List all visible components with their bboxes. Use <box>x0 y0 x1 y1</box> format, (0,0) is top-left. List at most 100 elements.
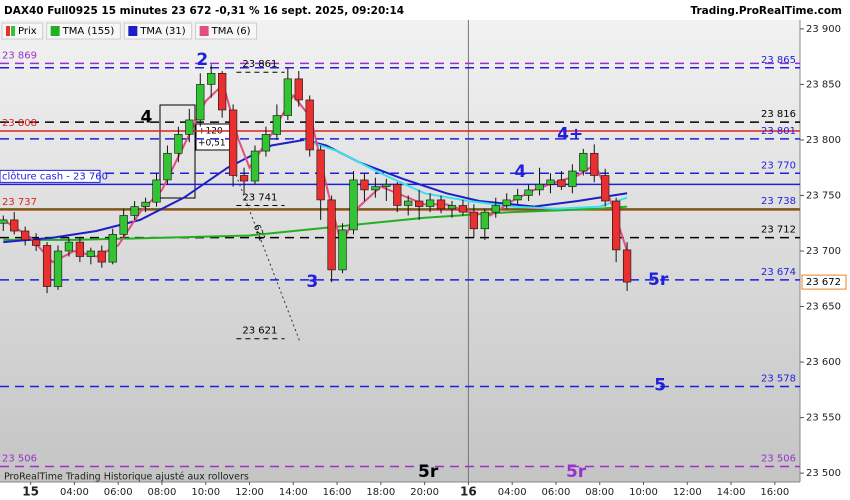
x-tick-label: 16:00 <box>760 487 789 498</box>
candle-body <box>316 149 325 201</box>
y-tick-label: 23 700 <box>806 246 841 257</box>
candle-body <box>218 73 227 111</box>
segment-label: 23 861 <box>242 59 277 70</box>
x-tick-label: 18:00 <box>366 487 395 498</box>
candle-body <box>349 179 358 231</box>
x-tick-label: 14:00 <box>717 487 746 498</box>
candle-body <box>480 211 489 230</box>
level-label-right: 23 712 <box>761 225 796 236</box>
level-label-right: 23 674 <box>761 267 796 278</box>
candle-body <box>436 199 446 210</box>
candle-body <box>294 78 303 101</box>
candle-body <box>239 175 249 182</box>
legend-swatch <box>128 26 138 36</box>
candle-body <box>64 241 74 252</box>
x-tick-label: 12:00 <box>673 487 702 498</box>
legend-label: Prix <box>18 26 37 37</box>
y-tick-label: 23 600 <box>806 357 841 368</box>
footer: ProRealTime Trading Historique ajusté au… <box>4 472 249 483</box>
header-bar <box>0 0 850 20</box>
x-tick-label: 15 <box>22 485 39 499</box>
wave-label: 5r <box>648 270 669 290</box>
level-label-box <box>0 169 101 183</box>
y-tick-label: 23 550 <box>806 413 841 424</box>
candle-body <box>261 134 271 152</box>
legend-label: TMA (155) <box>62 26 115 37</box>
level-label-right: 23 578 <box>761 373 796 384</box>
candle-body <box>579 152 588 172</box>
segment-label: 23 741 <box>242 192 277 203</box>
x-tick-label: 12:00 <box>235 487 264 498</box>
candle-body <box>272 115 282 135</box>
wave-label: 5r <box>418 462 439 482</box>
wave-label: 2 <box>196 50 208 70</box>
y-tick-label: 23 850 <box>806 79 841 90</box>
level-label-left: clôture cash - 23 760 <box>2 170 108 182</box>
candle-body <box>108 234 117 263</box>
y-tick-label: 23 650 <box>806 302 841 313</box>
candle-body <box>250 150 260 182</box>
site: Trading.ProRealTime.com <box>690 5 842 17</box>
wave-label: 3 <box>306 272 318 292</box>
y-tick-label: 23 500 <box>806 468 841 479</box>
candle-body <box>447 205 457 210</box>
candle-body <box>458 205 468 213</box>
legend: Prix TMA (155) TMA (31) TMA (6) <box>1 22 258 40</box>
candle-body <box>0 219 8 224</box>
y-tick-label: 23 800 <box>806 135 841 146</box>
candle-body <box>10 219 19 232</box>
candle-body <box>393 184 402 206</box>
candle-body <box>590 152 599 176</box>
legend-swatch <box>50 26 60 36</box>
candle-body <box>622 249 632 283</box>
candle-body <box>524 189 533 196</box>
candle-body <box>196 84 205 121</box>
candle-body <box>53 250 63 287</box>
legend-bg <box>195 22 258 40</box>
gain-percent: +0,51 % <box>198 139 237 149</box>
legend-label: TMA (31) <box>139 26 185 37</box>
x-tick-label: 08:00 <box>585 487 614 498</box>
x-tick-label: 06:00 <box>542 487 571 498</box>
candle-body <box>21 230 30 241</box>
x-tick-label: 10:00 <box>629 487 658 498</box>
x-tick-label: 08:00 <box>148 487 177 498</box>
candle-body <box>469 211 479 230</box>
candle-body <box>174 134 183 154</box>
last-price-box <box>801 274 847 290</box>
x-tick-label: 16 <box>460 485 477 499</box>
legend-bg <box>123 22 193 40</box>
wave-label: 4 <box>141 108 153 128</box>
x-tick-label: 10:00 <box>191 487 220 498</box>
candle-body <box>425 199 435 207</box>
candle-body <box>152 179 161 203</box>
plot-bg <box>0 20 800 482</box>
candle-body <box>207 73 216 85</box>
y-tick-label: 23 750 <box>806 190 841 201</box>
y-tick-label: 23 900 <box>806 24 841 35</box>
x-tick-label: 14:00 <box>279 487 308 498</box>
candle-body <box>502 199 511 206</box>
wave-label: 4+ <box>557 124 583 144</box>
legend-swatch <box>199 26 209 36</box>
candle-body <box>327 199 336 271</box>
level-label-right: 23 770 <box>761 160 796 171</box>
candle-body <box>97 250 106 263</box>
candle-body <box>305 99 314 151</box>
candle-body <box>130 206 139 216</box>
candle-body <box>382 184 391 187</box>
legend-swatch <box>11 26 15 36</box>
candle-body <box>228 109 238 176</box>
candle-body <box>535 184 544 191</box>
candle-body <box>283 78 292 116</box>
candle-body <box>557 179 566 187</box>
x-tick-label: 16:00 <box>323 487 352 498</box>
candle-body <box>491 205 500 213</box>
indicator-line <box>303 138 628 210</box>
level-label-left: 23 737 <box>2 197 37 208</box>
candle-body <box>612 200 621 251</box>
level-label-right: 23 816 <box>761 109 796 120</box>
candle-body <box>371 186 380 191</box>
level-label-right: 23 801 <box>761 126 796 137</box>
